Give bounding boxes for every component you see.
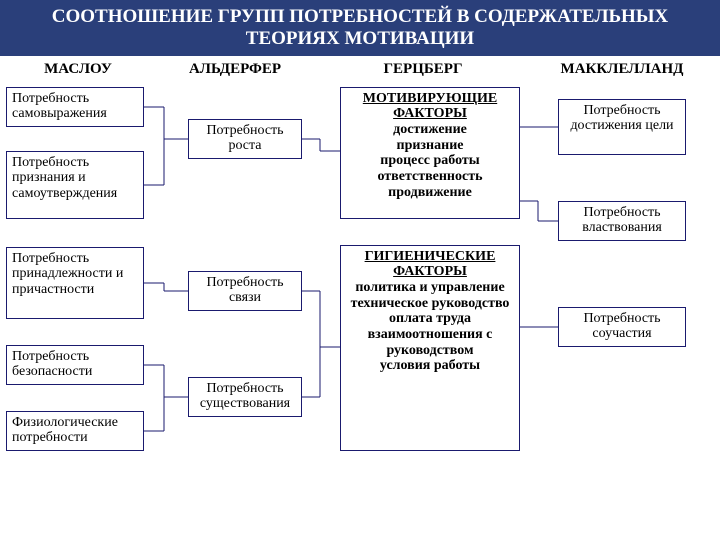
- alderfer-existence: Потребность существования: [188, 377, 302, 417]
- page-title: СООТНОШЕНИЕ ГРУПП ПОТРЕБНОСТЕЙ В СОДЕРЖА…: [0, 0, 720, 56]
- maslow-physiological: Физиологические потребности: [6, 411, 144, 451]
- alderfer-relatedness: Потребность связи: [188, 271, 302, 311]
- maslow-recognition: Потребность признания и самоутверждения: [6, 151, 144, 219]
- alderfer-growth: Потребность роста: [188, 119, 302, 159]
- header-mcclelland: МАККЛЕЛЛАНД: [528, 58, 716, 81]
- header-herzberg: ГЕРЦБЕРГ: [318, 58, 528, 81]
- herzberg-motivators-title: МОТИВИРУЮЩИЕ ФАКТОРЫ: [346, 91, 514, 122]
- herzberg-hygiene: ГИГИЕНИЧЕСКИЕ ФАКТОРЫ политика и управле…: [340, 245, 520, 451]
- herzberg-motivators: МОТИВИРУЮЩИЕ ФАКТОРЫ достижение признани…: [340, 87, 520, 219]
- mcclelland-affiliation: Потребность соучастия: [558, 307, 686, 347]
- maslow-safety: Потребность безопасности: [6, 345, 144, 385]
- herzberg-hygiene-lines: политика и управление техническое руково…: [346, 280, 514, 374]
- header-maslow: МАСЛОУ: [4, 58, 152, 81]
- maslow-belonging: Потребность принадлежности и причастност…: [6, 247, 144, 319]
- herzberg-hygiene-title: ГИГИЕНИЧЕСКИЕ ФАКТОРЫ: [346, 249, 514, 280]
- mcclelland-power: Потребность властвования: [558, 201, 686, 241]
- column-headers: МАСЛОУ АЛЬДЕРФЕР ГЕРЦБЕРГ МАККЛЕЛЛАНД: [0, 56, 720, 81]
- herzberg-motivators-lines: достижение признание процесс работы отве…: [346, 122, 514, 200]
- mcclelland-achievement: Потребность достижения цели: [558, 99, 686, 155]
- diagram-area: Потребность самовыражения Потребность пр…: [0, 81, 720, 537]
- maslow-self-expression: Потребность самовыражения: [6, 87, 144, 127]
- header-alderfer: АЛЬДЕРФЕР: [152, 58, 318, 81]
